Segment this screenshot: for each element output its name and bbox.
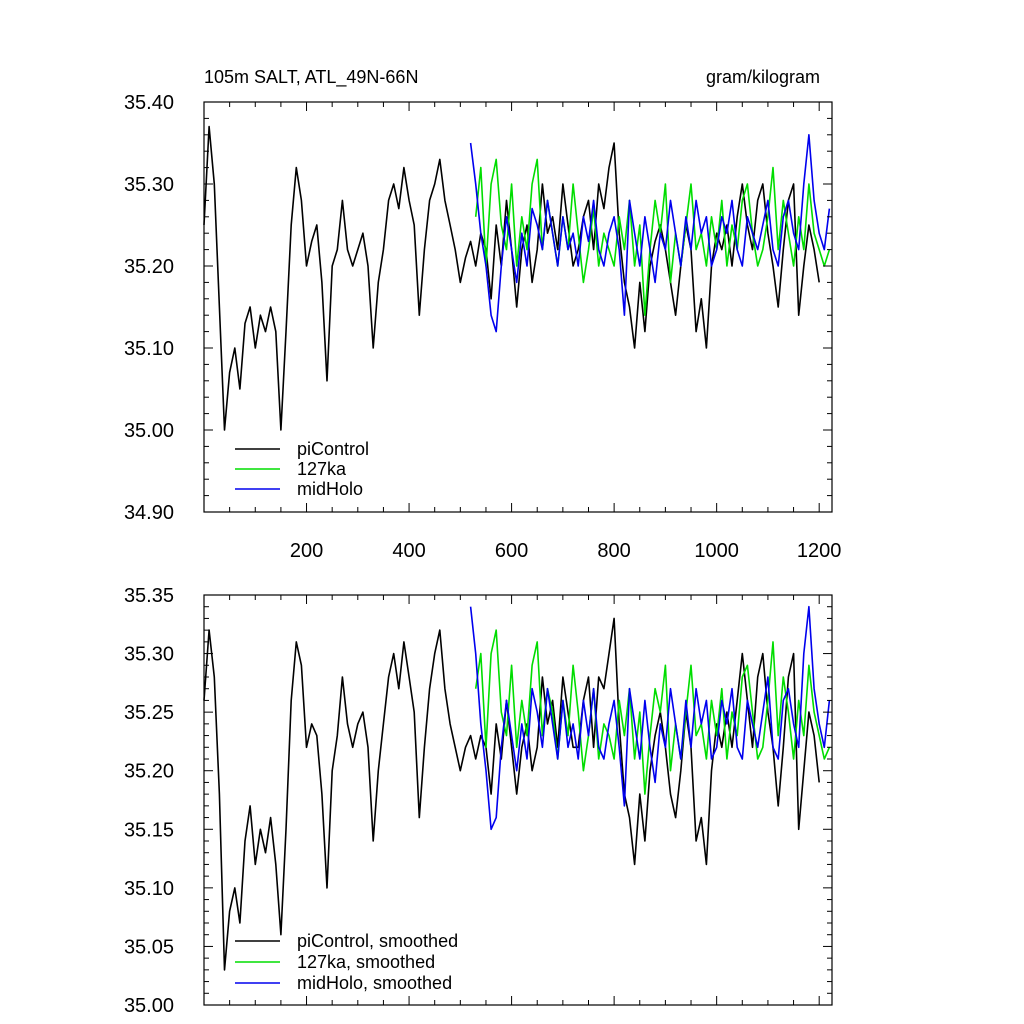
top-panel: 200 400 600 800 1000 1200 34.90 35.00 35.10 35.20… <box>124 92 841 562</box>
y-tick-label: 35.20 <box>124 761 174 783</box>
y-tick-label: 35.05 <box>124 936 174 958</box>
y-tick-label: 35.20 <box>124 256 174 278</box>
title-left: 105m SALT, ATL_49N-66N <box>204 67 418 88</box>
x-tick-label: 200 <box>290 540 323 562</box>
y-tick-label: 35.35 <box>124 585 174 607</box>
title-right: gram/kilogram <box>706 67 820 87</box>
plot-frame <box>203 101 833 513</box>
y-tick-label: 35.25 <box>124 702 174 724</box>
series-line-midholo-smoothed <box>469 605 831 831</box>
series-line-127ka <box>474 158 831 317</box>
y-tick-label: 35.40 <box>124 92 174 114</box>
y-tick-label: 35.00 <box>124 420 174 442</box>
x-tick-label: 400 <box>392 540 425 562</box>
legend-label: 127ka, smoothed <box>297 952 435 972</box>
legend-label: midHolo <box>297 479 363 499</box>
y-tick-label: 35.00 <box>124 995 174 1017</box>
series-line-127ka-smoothed <box>474 629 831 795</box>
x-tick-label: 1000 <box>694 540 739 562</box>
x-tick-label: 800 <box>597 540 630 562</box>
legend-label: piControl <box>297 439 369 459</box>
plot-frame <box>203 594 833 1006</box>
x-tick-label: 1200 <box>797 540 842 562</box>
y-tick-label: 35.15 <box>124 819 174 841</box>
legend-label: piControl, smoothed <box>297 931 458 951</box>
y-tick-label: 34.90 <box>124 502 174 524</box>
legend-label: 127ka <box>297 459 347 479</box>
y-tick-label: 35.10 <box>124 878 174 900</box>
series-line-midholo <box>469 134 831 333</box>
legend-label: midHolo, smoothed <box>297 973 452 993</box>
x-tick-label: 600 <box>495 540 528 562</box>
series-line-picontrol <box>203 125 820 431</box>
y-tick-label: 35.10 <box>124 338 174 360</box>
y-tick-label: 35.30 <box>124 174 174 196</box>
series-line-picontrol-smoothed <box>203 617 820 971</box>
bottom-panel: 35.00 35.05 35.10 35.15 35.20 35.25 35.30 35.35… <box>124 585 833 1017</box>
y-tick-label: 35.30 <box>124 644 174 666</box>
